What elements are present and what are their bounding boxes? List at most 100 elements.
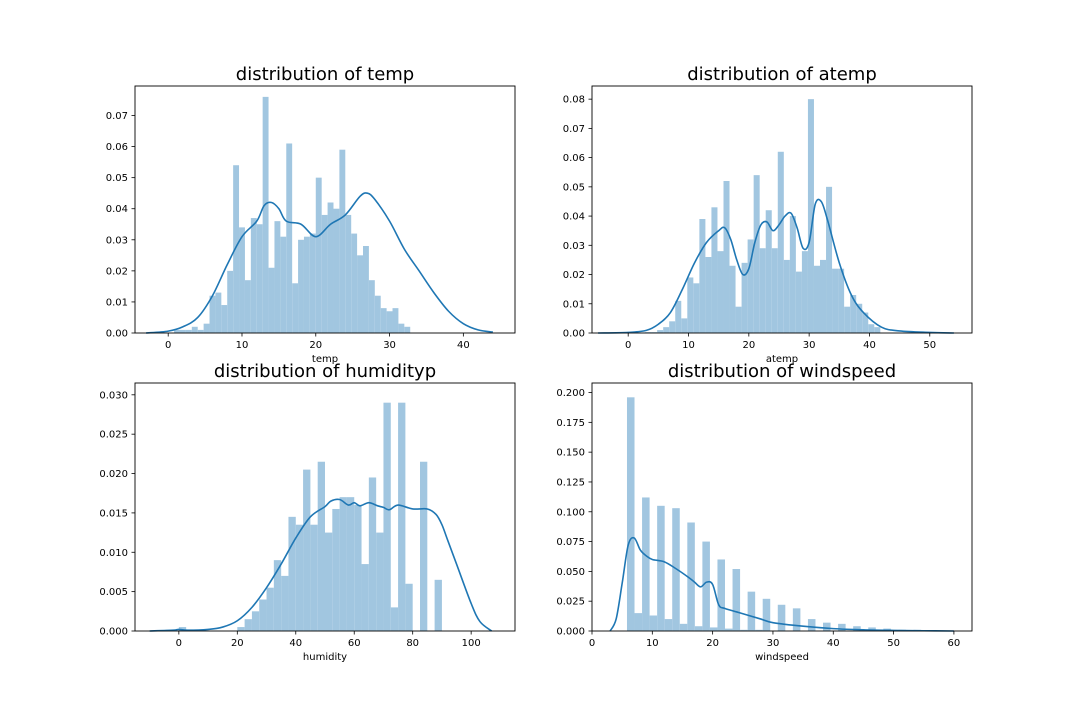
histogram-bars <box>178 402 442 631</box>
y-tick-label: 0.03 <box>106 235 128 246</box>
histogram-bar <box>354 505 362 631</box>
histogram-bar <box>357 255 363 333</box>
x-tick-label: 0 <box>176 638 182 649</box>
x-tick-label: 50 <box>923 340 936 351</box>
histogram-bar <box>729 265 736 333</box>
y-tick-label: 0.00 <box>106 329 128 340</box>
x-axis-label: temp <box>312 354 338 365</box>
y-tick-label: 0.06 <box>563 153 585 164</box>
histogram-bar <box>376 532 384 631</box>
y-tick-label: 0.07 <box>106 111 128 122</box>
x-tick-label: 10 <box>236 340 249 351</box>
y-tick-label: 0.075 <box>556 537 585 548</box>
x-tick-label: 80 <box>406 638 419 649</box>
y-tick-label: 0.175 <box>556 418 585 429</box>
histogram-bars <box>633 99 881 334</box>
y-tick-label: 0.000 <box>556 627 585 638</box>
histogram-bar <box>221 305 228 333</box>
histogram-bar <box>292 283 299 333</box>
y-tick-label: 0.000 <box>99 627 128 638</box>
histogram-bar <box>657 330 664 333</box>
y-tick-label: 0.010 <box>99 548 128 559</box>
histogram-bar <box>783 259 790 333</box>
histogram-bar <box>244 280 251 333</box>
y-tick-label: 0.01 <box>106 297 128 308</box>
histogram-bar <box>298 239 304 333</box>
histogram-bar <box>237 627 245 631</box>
y-tick-label: 0.07 <box>563 124 585 135</box>
y-tick-label: 0.100 <box>556 507 585 518</box>
histogram-bar <box>626 397 635 631</box>
chart-title: distribution of humidityp <box>214 361 436 382</box>
x-tick-label: 50 <box>887 638 900 649</box>
y-tick-label: 0.025 <box>556 597 585 608</box>
y-tick-label: 0.05 <box>106 173 128 184</box>
y-tick-label: 0.06 <box>106 142 128 153</box>
x-axis-label: windspeed <box>755 652 809 663</box>
histogram-bar <box>853 626 861 631</box>
histogram-bar <box>345 214 352 333</box>
histogram-bar <box>838 268 845 333</box>
histogram-bar <box>694 626 703 631</box>
subplot-4: 0 10 20 30 40 50 60 0.000 0.025 0.050 0.075 0.100 0.… <box>556 361 973 663</box>
y-tick-label: 0.030 <box>99 390 128 401</box>
histogram-bar <box>874 327 881 333</box>
histogram-bar <box>723 181 730 333</box>
x-tick-label: 10 <box>646 638 659 649</box>
axes-frame <box>591 85 973 334</box>
subplot-1: 0 10 20 30 40 0.00 0.01 0.02 0.03 0.04 0.05 0.06 0.0… <box>106 64 516 365</box>
x-tick-label: 60 <box>948 638 961 649</box>
histogram-bar <box>321 214 328 333</box>
histogram-bar <box>664 619 673 631</box>
histogram-bar <box>826 186 833 333</box>
histogram-bar <box>795 271 802 333</box>
histogram-bar <box>675 300 682 333</box>
histogram-bar <box>771 248 778 333</box>
x-tick-label: 0 <box>589 638 595 649</box>
y-tick-label: 0.03 <box>563 241 585 252</box>
histogram-bar <box>327 202 334 333</box>
y-tick-label: 0.02 <box>106 266 128 277</box>
histogram-bars <box>174 96 411 334</box>
histogram-bar <box>368 280 375 333</box>
y-tick-label: 0.200 <box>556 388 585 399</box>
histogram-bar <box>398 323 405 333</box>
y-tick-label: 0.05 <box>563 182 585 193</box>
x-tick-label: 10 <box>682 340 695 351</box>
histogram-bar <box>315 177 322 333</box>
histogram-bar <box>281 575 289 631</box>
histogram-bar <box>868 627 876 631</box>
kde-line <box>146 192 493 334</box>
x-tick-label: 30 <box>383 340 396 351</box>
histogram-bar <box>332 508 340 631</box>
histogram-bar <box>303 469 311 631</box>
histogram-bar <box>339 497 347 631</box>
histogram-bar <box>753 175 760 333</box>
x-tick-label: 40 <box>863 340 876 351</box>
histogram-bar <box>777 604 786 631</box>
y-tick-label: 0.020 <box>99 469 128 480</box>
kde-line <box>149 498 493 632</box>
histogram-bar <box>634 613 643 631</box>
histogram-bar <box>801 251 808 333</box>
x-tick-label: 30 <box>767 638 780 649</box>
histogram-bar <box>747 239 754 333</box>
histogram-bar <box>303 236 310 333</box>
x-tick-label: 20 <box>742 340 755 351</box>
histogram-bar <box>310 524 318 631</box>
histogram-bar <box>256 224 263 333</box>
y-tick-label: 0.00 <box>563 329 585 340</box>
histogram-bar <box>755 629 763 631</box>
histogram-bar <box>404 326 411 333</box>
histogram-bar <box>390 607 399 631</box>
histogram-bar <box>709 627 718 631</box>
y-tick-label: 0.08 <box>563 95 585 106</box>
y-tick-label: 0.04 <box>106 204 128 215</box>
histogram-bar <box>687 522 695 631</box>
histogram-bar <box>792 608 801 631</box>
axes-frame <box>134 382 516 632</box>
x-tick-label: 20 <box>706 638 719 649</box>
histogram-bar <box>823 622 831 631</box>
